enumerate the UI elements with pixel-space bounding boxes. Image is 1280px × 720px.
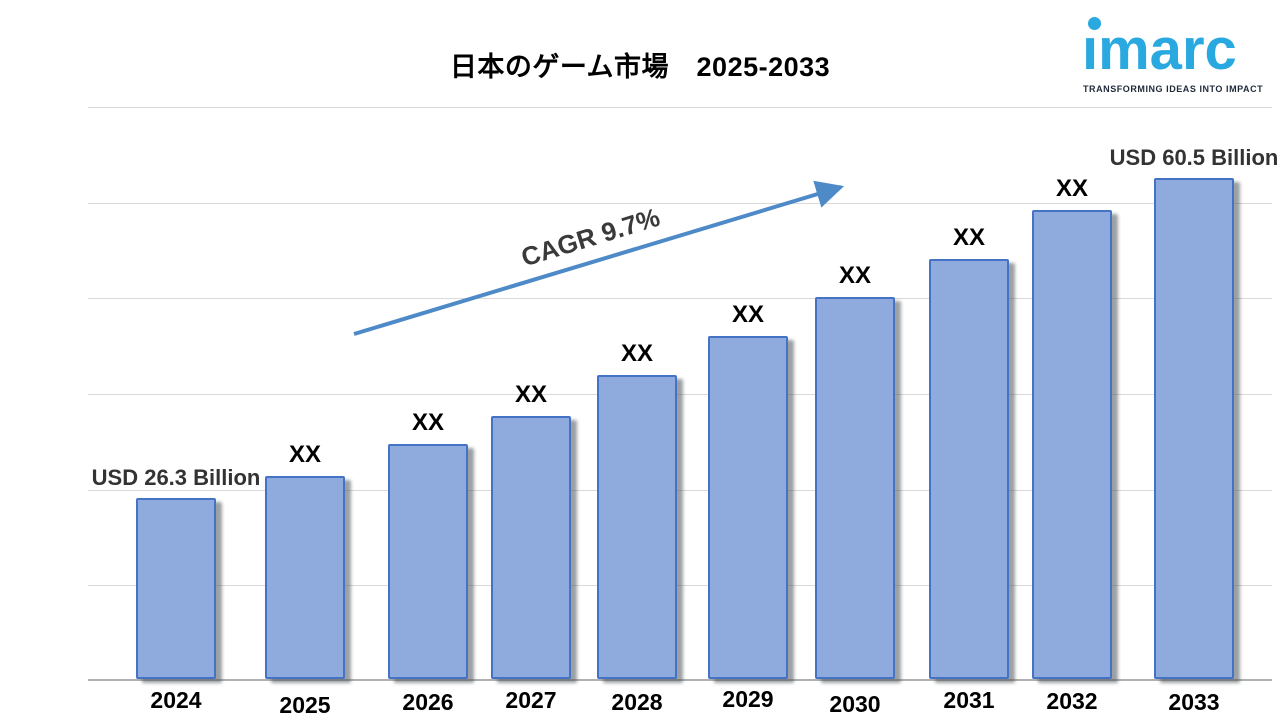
bar-value-label-2030: XX bbox=[838, 262, 871, 289]
imarc-tagline: TRANSFORMING IDEAS INTO IMPACT bbox=[1083, 84, 1264, 94]
gridline bbox=[88, 203, 1272, 204]
bar-2031 bbox=[929, 259, 1009, 679]
year-label-2030: 2030 bbox=[829, 691, 881, 717]
bar-2025 bbox=[265, 476, 345, 679]
bar-2026 bbox=[388, 444, 468, 679]
bar-value-label-2027: XX bbox=[514, 381, 547, 408]
chart-title: 日本のゲーム市場 2025-2033 bbox=[449, 52, 831, 82]
year-label-2028: 2028 bbox=[611, 689, 663, 715]
bar-2030 bbox=[815, 297, 895, 679]
bar-value-label-2031: XX bbox=[952, 224, 985, 251]
bar-2028 bbox=[597, 375, 677, 679]
gridline bbox=[88, 585, 1272, 586]
bar-value-label-2033: USD 60.5 Billion bbox=[1109, 145, 1279, 170]
year-label-2025: 2025 bbox=[279, 692, 331, 718]
imarc-logo-dot-icon bbox=[1088, 17, 1101, 30]
year-label-2024: 2024 bbox=[150, 687, 202, 713]
gridline bbox=[88, 490, 1272, 491]
year-label-2033: 2033 bbox=[1168, 689, 1220, 715]
gridline bbox=[88, 107, 1272, 108]
bar-2032 bbox=[1032, 210, 1112, 679]
imarc-wordmark: ımarc bbox=[1082, 17, 1237, 82]
year-label-2031: 2031 bbox=[943, 687, 995, 713]
bar-2033 bbox=[1154, 178, 1234, 679]
bar-value-label-2026: XX bbox=[411, 409, 444, 436]
gridline bbox=[88, 394, 1272, 395]
bar-2029 bbox=[708, 336, 788, 679]
bar-value-label-2024: USD 26.3 Billion bbox=[91, 465, 261, 490]
bar-value-label-2032: XX bbox=[1055, 175, 1088, 202]
bar-2027 bbox=[491, 416, 571, 679]
year-label-2029: 2029 bbox=[722, 686, 774, 712]
year-label-2027: 2027 bbox=[505, 687, 557, 713]
bar-value-label-2028: XX bbox=[620, 340, 653, 367]
bar-value-label-2025: XX bbox=[288, 441, 321, 468]
year-label-2032: 2032 bbox=[1046, 688, 1098, 714]
plot-area: USD 26.3 Billion 2024 XX 2025 XX 2026 XX 2027 XX… bbox=[88, 107, 1278, 718]
imarc-logo: ımarc TRANSFORMING IDEAS INTO IMPACT bbox=[1082, 13, 1264, 99]
bar-2024 bbox=[136, 498, 216, 679]
year-label-2026: 2026 bbox=[402, 689, 454, 715]
